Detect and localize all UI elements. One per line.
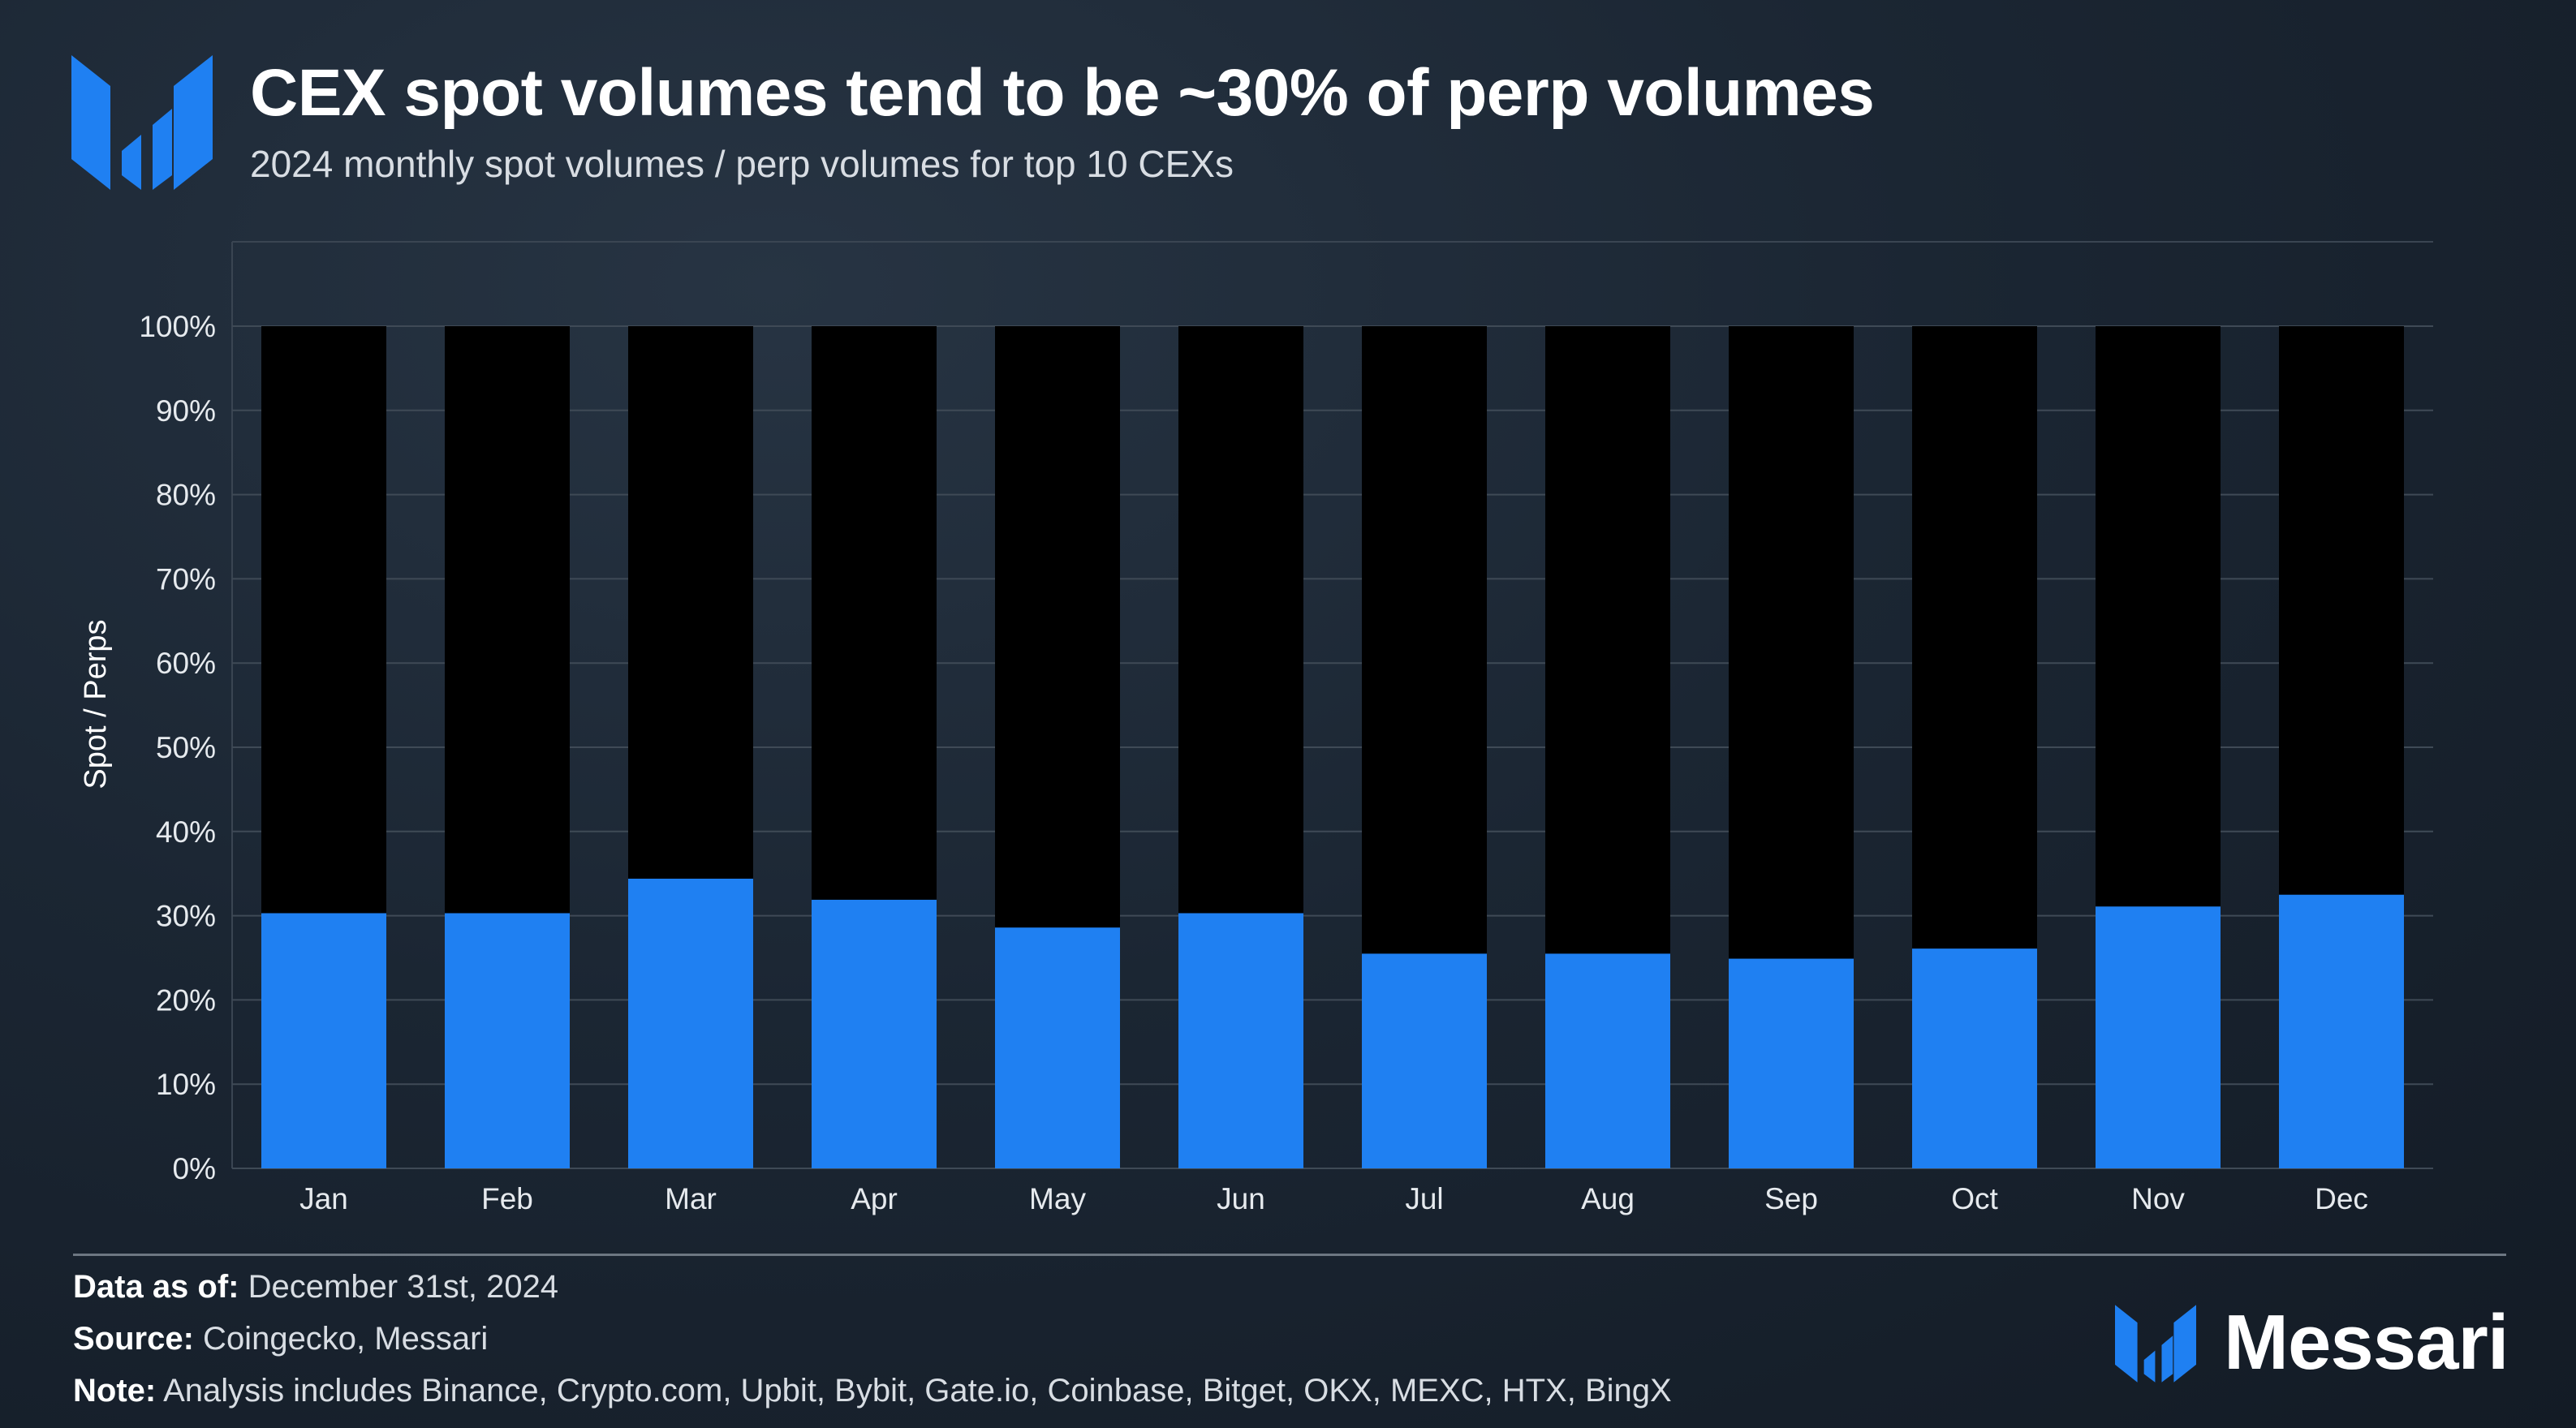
bar-spot [812, 899, 937, 1168]
bar-spot [1912, 948, 2037, 1168]
chart-title: CEX spot volumes tend to be ~30% of perp… [250, 56, 1875, 130]
x-tick-label: Jul [1405, 1182, 1443, 1215]
y-tick-label: 0% [173, 1152, 216, 1185]
y-tick-label: 90% [156, 394, 216, 428]
x-tick-label: May [1029, 1182, 1086, 1215]
bar-spot [2096, 906, 2221, 1168]
bar-perp [2279, 326, 2404, 895]
y-tick-label: 50% [156, 731, 216, 764]
bar-spot [1178, 913, 1303, 1168]
bar-perp [261, 326, 386, 914]
x-tick-label: Mar [665, 1182, 717, 1215]
y-tick-label: 20% [156, 983, 216, 1017]
bar-perp [1362, 326, 1487, 954]
y-tick-label: 40% [156, 815, 216, 849]
messari-brand: Messari [2115, 1298, 2513, 1387]
x-tick-label: Dec [2315, 1182, 2368, 1215]
bar-perp [1729, 326, 1854, 959]
x-tick-label: Jun [1217, 1182, 1265, 1215]
bar-perp [1545, 326, 1670, 954]
y-axis-title: Spot / Perps [79, 619, 113, 789]
bar-perp [1912, 326, 2037, 949]
footer-source: Source: Coingecko, Messari [73, 1321, 488, 1357]
footer-note: Note: Analysis includes Binance, Crypto.… [73, 1373, 1672, 1409]
source-label: Source: [73, 1321, 194, 1357]
messari-logo-icon [71, 55, 213, 190]
bar-spot [628, 878, 753, 1168]
footer-divider [73, 1254, 2506, 1256]
bar-spot [445, 913, 570, 1168]
source-value: Coingecko, Messari [193, 1321, 489, 1357]
x-tick-label: Apr [851, 1182, 898, 1215]
messari-wordmark: Messari [2224, 1299, 2509, 1386]
x-tick-label: Aug [1581, 1182, 1635, 1215]
x-tick-label: Feb [481, 1182, 533, 1215]
y-tick-label: 60% [156, 647, 216, 680]
data-as-of-label: Data as of: [73, 1269, 239, 1305]
bar-spot [1545, 953, 1670, 1168]
bar-spot [995, 927, 1120, 1168]
x-tick-label: Nov [2131, 1182, 2185, 1215]
y-tick-label: 70% [156, 562, 216, 596]
chart-subtitle: 2024 monthly spot volumes / perp volumes… [250, 143, 1234, 185]
bar-spot [261, 913, 386, 1168]
note-label: Note: [73, 1373, 157, 1409]
messari-brand-logo-icon [2115, 1305, 2196, 1383]
bar-spot [2279, 894, 2404, 1168]
x-tick-label: Jan [299, 1182, 348, 1215]
bar-spot [1362, 953, 1487, 1168]
note-value: Analysis includes Binance, Crypto.com, U… [156, 1373, 1672, 1409]
footer-data-as-of: Data as of: December 31st, 2024 [73, 1269, 558, 1305]
y-tick-label: 30% [156, 900, 216, 933]
bar-spot [1729, 958, 1854, 1168]
bar-perp [1178, 326, 1303, 914]
bar-perp [812, 326, 937, 900]
x-tick-label: Oct [1951, 1182, 1998, 1215]
y-tick-label: 80% [156, 479, 216, 512]
y-tick-label: 10% [156, 1068, 216, 1101]
bar-perp [2096, 326, 2221, 907]
x-tick-label: Sep [1764, 1182, 1818, 1215]
data-as-of-value: December 31st, 2024 [239, 1269, 559, 1305]
y-tick-label: 100% [139, 310, 216, 343]
bar-perp [628, 326, 753, 879]
bar-perp [995, 326, 1120, 928]
bar-perp [445, 326, 570, 914]
